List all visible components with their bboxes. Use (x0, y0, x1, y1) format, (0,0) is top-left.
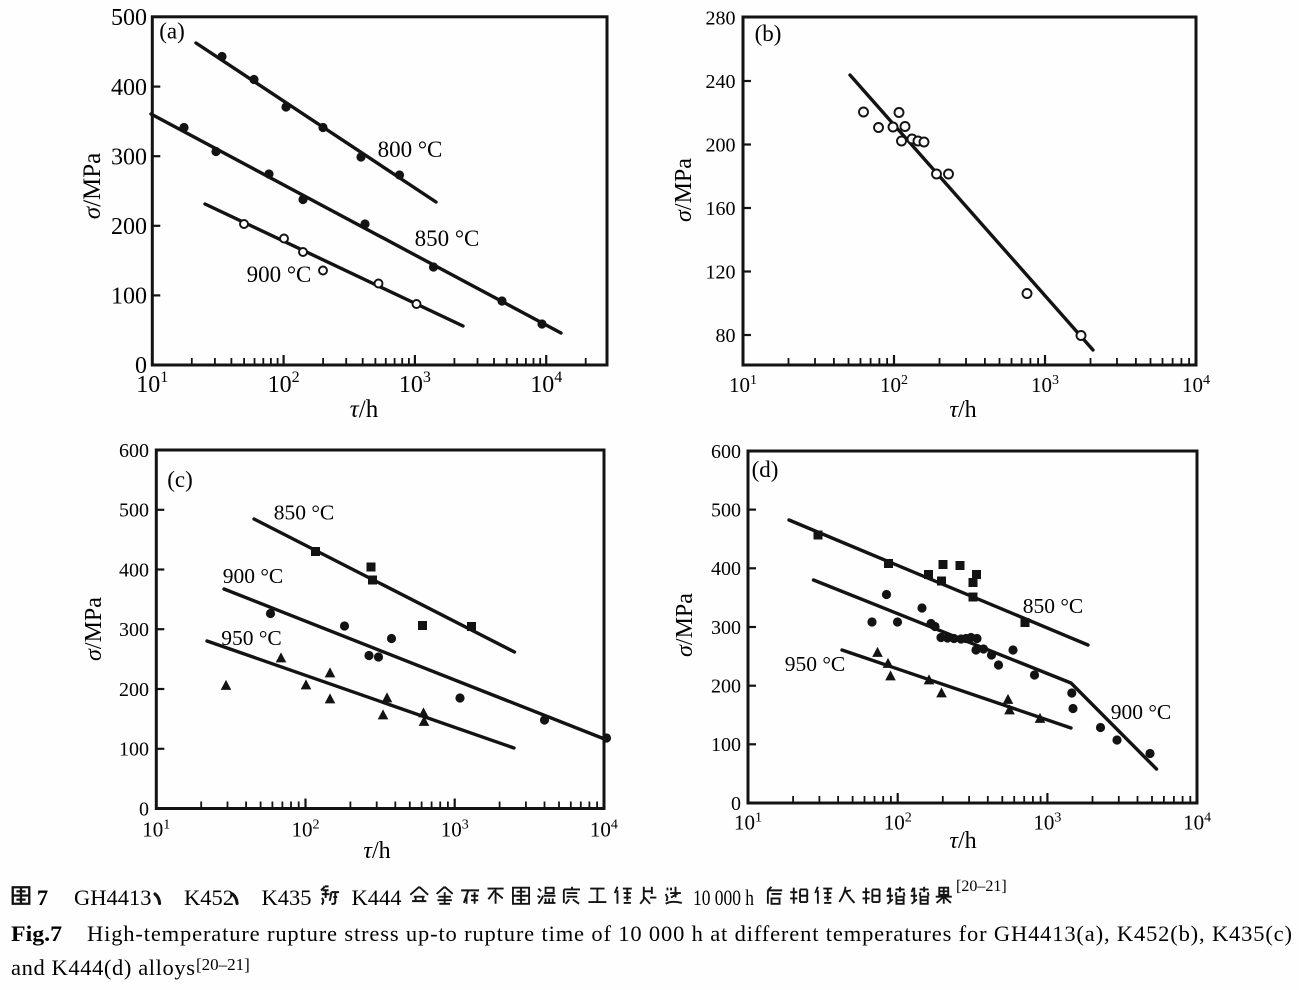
svg-text:280: 280 (706, 7, 736, 29)
svg-text:100: 100 (111, 284, 147, 310)
svg-text:300: 300 (119, 619, 149, 641)
svg-text:7: 7 (37, 885, 48, 910)
svg-text:500: 500 (111, 5, 147, 31)
svg-text:200: 200 (706, 134, 736, 156)
svg-text:900 °C: 900 °C (1111, 700, 1172, 724)
svg-text:850 °C: 850 °C (415, 226, 480, 251)
svg-text:600: 600 (119, 440, 149, 462)
svg-text:σ/MPa: σ/MPa (671, 158, 697, 222)
svg-text:(a): (a) (159, 19, 185, 44)
svg-text:100: 100 (711, 734, 741, 756)
svg-text:Fig.7: Fig.7 (11, 921, 62, 946)
svg-text:K444: K444 (352, 885, 402, 910)
svg-text:100: 100 (119, 739, 149, 761)
svg-text:200: 200 (711, 676, 741, 698)
svg-text:τ/h: τ/h (949, 828, 976, 854)
svg-text:400: 400 (119, 559, 149, 581)
svg-text:900 °C: 900 °C (247, 262, 312, 287)
svg-text:(d): (d) (752, 457, 779, 482)
svg-text:High-temperature rupture stres: High-temperature rupture stress up-to ru… (87, 921, 1292, 946)
svg-text:102: 102 (292, 818, 320, 842)
svg-text:0: 0 (135, 353, 147, 379)
svg-text:[20–21]: [20–21] (956, 878, 1007, 895)
svg-text:950 °C: 950 °C (221, 626, 282, 650)
svg-text:GH4413: GH4413 (74, 885, 152, 910)
svg-text:τ/h: τ/h (363, 838, 390, 864)
svg-text:200: 200 (111, 214, 147, 240)
svg-text:80: 80 (716, 325, 736, 347)
svg-text:850 °C: 850 °C (1023, 594, 1084, 618)
svg-text:0: 0 (139, 798, 149, 820)
svg-text:10 000 h: 10 000 h (693, 885, 754, 910)
svg-text:200: 200 (119, 679, 149, 701)
svg-text:τ/h: τ/h (949, 397, 976, 423)
svg-text:240: 240 (706, 71, 736, 93)
svg-text:σ/MPa: σ/MPa (672, 593, 698, 657)
svg-text:600: 600 (711, 441, 741, 463)
svg-text:103: 103 (1031, 373, 1059, 397)
svg-text:(c): (c) (167, 467, 193, 492)
svg-text:τ/h: τ/h (350, 396, 379, 423)
svg-text:and K444(d) alloys: and K444(d) alloys (11, 955, 195, 980)
svg-text:σ/MPa: σ/MPa (79, 153, 106, 220)
svg-text:160: 160 (706, 198, 736, 220)
svg-text:900 °C: 900 °C (223, 564, 284, 588)
svg-text:300: 300 (111, 144, 147, 170)
svg-text:500: 500 (711, 499, 741, 521)
svg-text:800 °C: 800 °C (378, 137, 443, 162)
svg-text:850 °C: 850 °C (274, 501, 335, 525)
svg-text:0: 0 (731, 793, 741, 815)
svg-text:[20–21]: [20–21] (196, 955, 250, 974)
svg-text:σ/MPa: σ/MPa (81, 597, 107, 661)
svg-text:120: 120 (706, 261, 736, 283)
svg-text:950 °C: 950 °C (785, 652, 846, 676)
svg-text:400: 400 (711, 558, 741, 580)
svg-text:K435: K435 (262, 885, 312, 910)
svg-text:500: 500 (119, 500, 149, 522)
svg-text:K452: K452 (184, 885, 234, 910)
svg-text:(b): (b) (755, 21, 782, 46)
svg-text:400: 400 (111, 75, 147, 101)
svg-text:300: 300 (711, 617, 741, 639)
